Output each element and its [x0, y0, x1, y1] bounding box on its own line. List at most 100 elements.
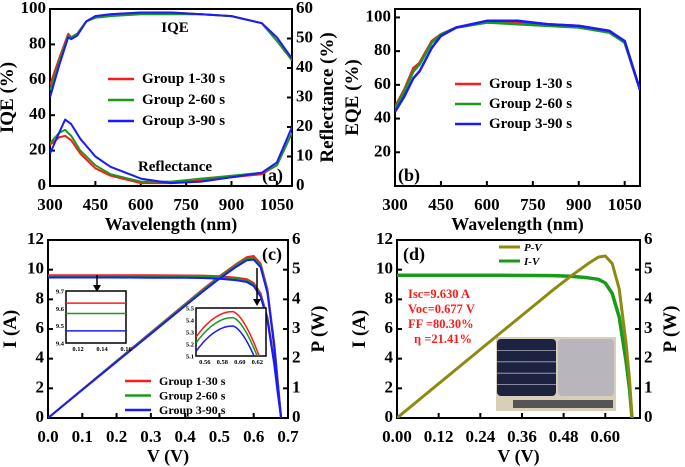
- legend-label: Group 3-90 s: [159, 403, 226, 417]
- y-tick-label: 40: [374, 108, 391, 127]
- panel-label: (b): [398, 165, 420, 186]
- x-axis-label: Wavelength (nm): [451, 214, 584, 235]
- inset-y-tick-label: 9.6: [56, 306, 65, 313]
- y-right-tick-label: 2: [292, 348, 301, 367]
- y-tick-label: 0: [38, 175, 47, 194]
- eqe-line: [395, 19, 640, 113]
- y-right-axis-label: P (W): [308, 306, 329, 353]
- reflectance-line: [50, 118, 292, 185]
- inset-2: 0.56 0.58 0.60 0.62 5.1 5.2 5.3 5.4 5.5: [186, 306, 267, 366]
- inset-x-tick-label: 0.14: [96, 346, 108, 353]
- y-tick-label: 2: [36, 377, 45, 396]
- y-right-tick-label: 20: [296, 116, 313, 135]
- y-tick-label: 12: [27, 229, 44, 248]
- y-right-tick-label: 0: [292, 407, 301, 426]
- legend-label: Group 1-30 s: [159, 374, 226, 388]
- inset-y-tick-label: 5.5: [186, 306, 195, 313]
- x-axis-label: Wavelength (nm): [105, 214, 238, 235]
- x-tick-label: 0.7: [277, 427, 299, 446]
- y-tick-label: 80: [29, 33, 46, 52]
- y-right-tick-label: 0: [296, 175, 305, 194]
- inset-line: [196, 325, 255, 356]
- y-axis-label: EQE (%): [342, 59, 363, 136]
- y-tick-label: 10: [27, 259, 44, 278]
- y-tick-label: 40: [29, 104, 46, 123]
- y-right-tick-label: 2: [644, 348, 653, 367]
- inset-x-tick-label: 0.12: [72, 346, 83, 353]
- inset-frame: [65, 290, 127, 344]
- y-axis-label: I (A): [349, 310, 370, 349]
- y-right-tick-label: 5: [644, 259, 653, 278]
- legend-label: Group 2-60 s: [489, 96, 572, 112]
- y-tick-label: 20: [29, 140, 46, 159]
- x-tick-label: 0.6: [243, 427, 264, 446]
- reflectance-annotation: Reflectance: [138, 159, 212, 175]
- y-right-tick-label: 3: [644, 318, 653, 337]
- panel-a: 300 450 600 750 900 1050020406080100010203040…: [0, 0, 338, 235]
- x-axis-label: V (V): [497, 446, 539, 467]
- legend-label: Group 3-90 s: [489, 116, 572, 132]
- y-right-tick-label: 6: [644, 229, 653, 248]
- y-tick-label: 2: [385, 377, 394, 396]
- x-tick-label: 900: [219, 195, 245, 214]
- inset-y-tick-label: 5.3: [186, 330, 195, 337]
- iqe-annotation: IQE: [161, 20, 189, 36]
- inset-x-tick-label: 0.56: [199, 359, 211, 366]
- legend-label: Group 1-30 s: [142, 71, 225, 87]
- iqe-line: [50, 11, 292, 98]
- inset-x-tick-label: 0.16: [120, 346, 132, 353]
- x-tick-label: 0.48: [549, 427, 579, 446]
- y-right-tick-label: 5: [292, 259, 301, 278]
- panel-c: 0.0 0.1 0.2 0.3 0.4 0.5 0.6 0.70246810120123456…: [0, 229, 329, 467]
- x-tick-label: 450: [428, 195, 454, 214]
- inset-y-tick-label: 9.4: [56, 341, 65, 348]
- cell-back: [558, 339, 614, 396]
- y-tick-label: 60: [29, 69, 46, 88]
- x-tick-label: 0.60: [590, 427, 620, 446]
- y-right-tick-label: 4: [292, 288, 301, 307]
- x-tick-label: 0.00: [382, 427, 412, 446]
- y-right-tick-label: 50: [296, 28, 313, 47]
- inset-y-tick-label: 5.2: [186, 342, 194, 349]
- inset-y-tick-label: 5.4: [186, 318, 195, 325]
- y-right-tick-label: 10: [296, 146, 313, 165]
- y-right-axis-label: P (W): [660, 306, 681, 353]
- y-right-tick-label: 0: [644, 407, 653, 426]
- cell-parameter: Isc=9.630 A: [408, 287, 470, 301]
- panel-d: 0.00 0.12 0.24 0.36 0.48 0.600246810120123456…: [349, 229, 681, 467]
- y-right-tick-label: 1: [644, 377, 653, 396]
- cell-parameter: FF =80.30%: [408, 317, 474, 331]
- y-tick-label: 8: [36, 288, 45, 307]
- y-right-tick-label: 4: [644, 288, 653, 307]
- panel-label: (d): [403, 244, 425, 265]
- x-tick-label: 1050: [608, 195, 642, 214]
- x-tick-label: 0.2: [106, 427, 127, 446]
- inset-x-tick-label: 0.62: [252, 359, 263, 366]
- legend-label: Group 2-60 s: [159, 389, 226, 403]
- y-axis-label: I (A): [0, 310, 21, 349]
- x-tick-label: 0.12: [424, 427, 454, 446]
- x-tick-label: 1050: [260, 195, 294, 214]
- y-tick-label: 80: [374, 40, 391, 59]
- y-tick-label: 12: [376, 229, 393, 248]
- x-tick-label: 300: [382, 195, 408, 214]
- y-right-tick-label: 30: [296, 87, 313, 106]
- x-tick-label: 900: [566, 195, 592, 214]
- x-tick-label: 600: [474, 195, 500, 214]
- x-tick-label: 0.3: [140, 427, 161, 446]
- y-right-axis-label: Reflectance (%): [317, 32, 338, 162]
- arrow-head: [93, 285, 101, 292]
- cell-parameter: η =21.41%: [414, 332, 472, 346]
- x-tick-label: 0.4: [175, 427, 197, 446]
- panel-b: 300 450 600 750 900 1050 20 40 60 80 100 Wavelength…: [342, 6, 642, 235]
- y-tick-label: 20: [374, 141, 391, 160]
- inset-y-tick-label: 9.5: [56, 323, 65, 330]
- cell-front: [497, 339, 556, 396]
- y-tick-label: 4: [385, 348, 394, 367]
- y-tick-label: 60: [374, 74, 391, 93]
- x-tick-label: 750: [520, 195, 546, 214]
- legend-label: Group 2-60 s: [142, 92, 225, 108]
- x-tick-label: 0.0: [37, 427, 58, 446]
- y-tick-label: 0: [385, 407, 394, 426]
